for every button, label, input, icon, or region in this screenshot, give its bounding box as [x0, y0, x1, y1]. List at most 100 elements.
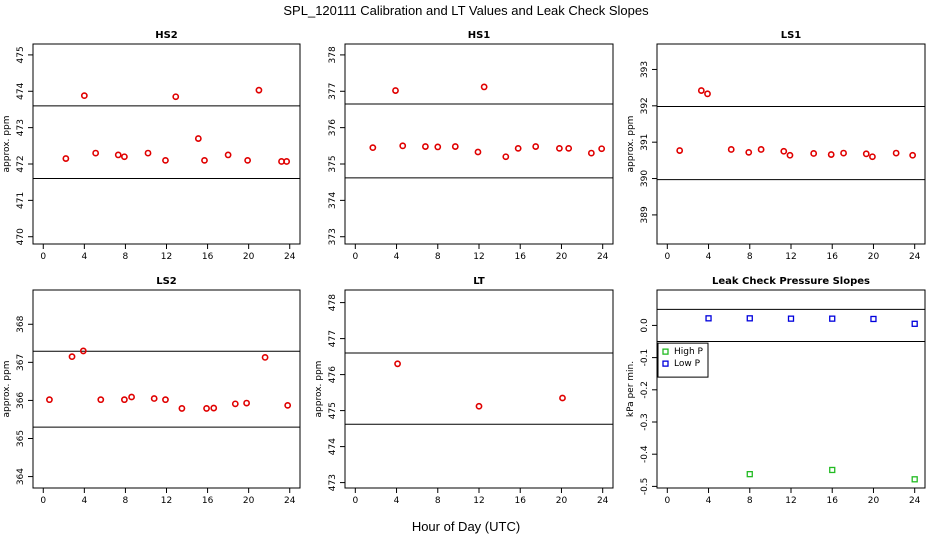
- data-point: [892, 149, 900, 157]
- data-point: [556, 144, 563, 152]
- y-tick-label: -0.4: [640, 445, 650, 463]
- data-point: [203, 405, 210, 412]
- y-tick-label: 378: [328, 46, 338, 63]
- data-point: [97, 396, 105, 404]
- data-point: [909, 151, 917, 159]
- data-point: [746, 471, 753, 478]
- data-point: [727, 146, 735, 153]
- data-point: [261, 353, 269, 361]
- data-point: [829, 315, 836, 322]
- x-tick-label: 16: [202, 496, 214, 506]
- data-point: [598, 145, 606, 153]
- data-point: [697, 87, 705, 94]
- data-point: [128, 393, 135, 401]
- data-point: [869, 153, 876, 161]
- data-point: [283, 158, 291, 165]
- data-point: [394, 360, 401, 368]
- x-tick-label: 4: [706, 252, 712, 262]
- x-tick-label: 0: [352, 252, 358, 262]
- y-tick-label: -0.5: [640, 478, 650, 496]
- panel-title: LS1: [781, 30, 802, 41]
- data-point: [705, 315, 712, 322]
- plot-frame: [656, 43, 926, 245]
- x-tick-label: 8: [123, 252, 129, 262]
- data-point: [178, 405, 186, 412]
- data-point: [676, 147, 684, 154]
- y-tick-label: 373: [328, 228, 338, 245]
- panel-title: Leak Check Pressure Slopes: [712, 276, 870, 287]
- data-point: [68, 353, 76, 361]
- y-tick-label: 0.0: [640, 318, 650, 333]
- y-tick-label: 471: [16, 192, 26, 209]
- data-point: [870, 315, 877, 323]
- chart-legend: High P Low P: [657, 342, 709, 378]
- data-point: [827, 151, 835, 158]
- data-point: [911, 476, 918, 483]
- y-tick-label: 392: [640, 97, 650, 114]
- data-point: [532, 143, 540, 150]
- data-point: [745, 148, 753, 156]
- x-tick-label: 12: [473, 252, 484, 262]
- y-tick-label: 367: [16, 354, 26, 371]
- y-tick-label: 375: [328, 155, 338, 172]
- panel-title: HS1: [468, 30, 491, 41]
- legend-label: High P: [674, 347, 704, 357]
- data-point: [120, 153, 128, 161]
- data-point: [451, 143, 459, 150]
- x-tick-label: 20: [556, 252, 568, 262]
- data-point: [369, 144, 377, 152]
- y-axis-label: approx. ppm: [314, 361, 324, 418]
- data-point: [399, 142, 407, 150]
- data-point: [172, 93, 180, 101]
- data-point: [150, 395, 158, 402]
- plot-frame: [344, 289, 614, 489]
- data-point: [162, 396, 169, 404]
- data-point: [92, 149, 100, 157]
- x-tick-label: 0: [40, 496, 46, 506]
- x-tick-label: 12: [785, 496, 796, 506]
- x-tick-label: 24: [909, 496, 921, 506]
- data-point: [829, 466, 836, 474]
- y-tick-label: 364: [16, 468, 26, 485]
- data-point: [786, 151, 794, 159]
- y-tick-label: 474: [328, 438, 338, 455]
- x-tick-label: 4: [394, 496, 400, 506]
- x-tick-label: 16: [515, 252, 527, 262]
- data-point: [46, 396, 53, 404]
- x-tick-label: 16: [827, 252, 839, 262]
- x-tick-label: 4: [81, 252, 87, 262]
- data-point: [475, 402, 483, 410]
- data-point: [757, 146, 765, 153]
- data-point: [80, 92, 88, 100]
- data-point: [911, 320, 918, 327]
- data-point: [514, 144, 522, 152]
- y-tick-label: 475: [16, 46, 26, 63]
- y-tick-label: 472: [16, 155, 26, 172]
- y-tick-label: 377: [328, 83, 338, 100]
- chart-panel: HS2 0 4 8 12 16 20 24 470 471 472 473 474 475 approx. …: [2, 30, 301, 262]
- data-point: [255, 86, 263, 94]
- plot-frame: [32, 289, 301, 489]
- y-tick-label: 391: [640, 134, 650, 151]
- data-point: [224, 151, 232, 159]
- x-tick-label: 16: [515, 496, 527, 506]
- x-tick-label: 4: [81, 496, 87, 506]
- data-point: [474, 148, 482, 156]
- figure-x-axis-label: Hour of Day (UTC): [412, 519, 520, 534]
- y-tick-label: 376: [328, 119, 338, 136]
- y-tick-label: 474: [16, 82, 26, 99]
- data-point: [194, 135, 202, 142]
- data-point: [787, 315, 795, 322]
- y-tick-label: 366: [16, 392, 26, 409]
- chart-panel: LS2 0 4 8 12 16 20 24 364 365 366 367 368 approx. ppm: [2, 276, 301, 506]
- x-tick-label: 20: [868, 252, 880, 262]
- chart-panels: HS2 0 4 8 12 16 20 24 470 471 472 473 474 475 approx. …: [2, 30, 926, 506]
- x-tick-label: 8: [747, 252, 753, 262]
- y-axis-label: approx. ppm: [2, 361, 12, 418]
- data-point: [704, 90, 711, 98]
- data-point: [284, 401, 292, 409]
- data-point: [231, 400, 239, 408]
- data-point: [862, 150, 870, 158]
- figure-title: SPL_120111 Calibration and LT Values and…: [283, 3, 649, 18]
- chart-panel: Leak Check Pressure Slopes 0 4 8 12 16 20 24 0.0…: [626, 276, 926, 506]
